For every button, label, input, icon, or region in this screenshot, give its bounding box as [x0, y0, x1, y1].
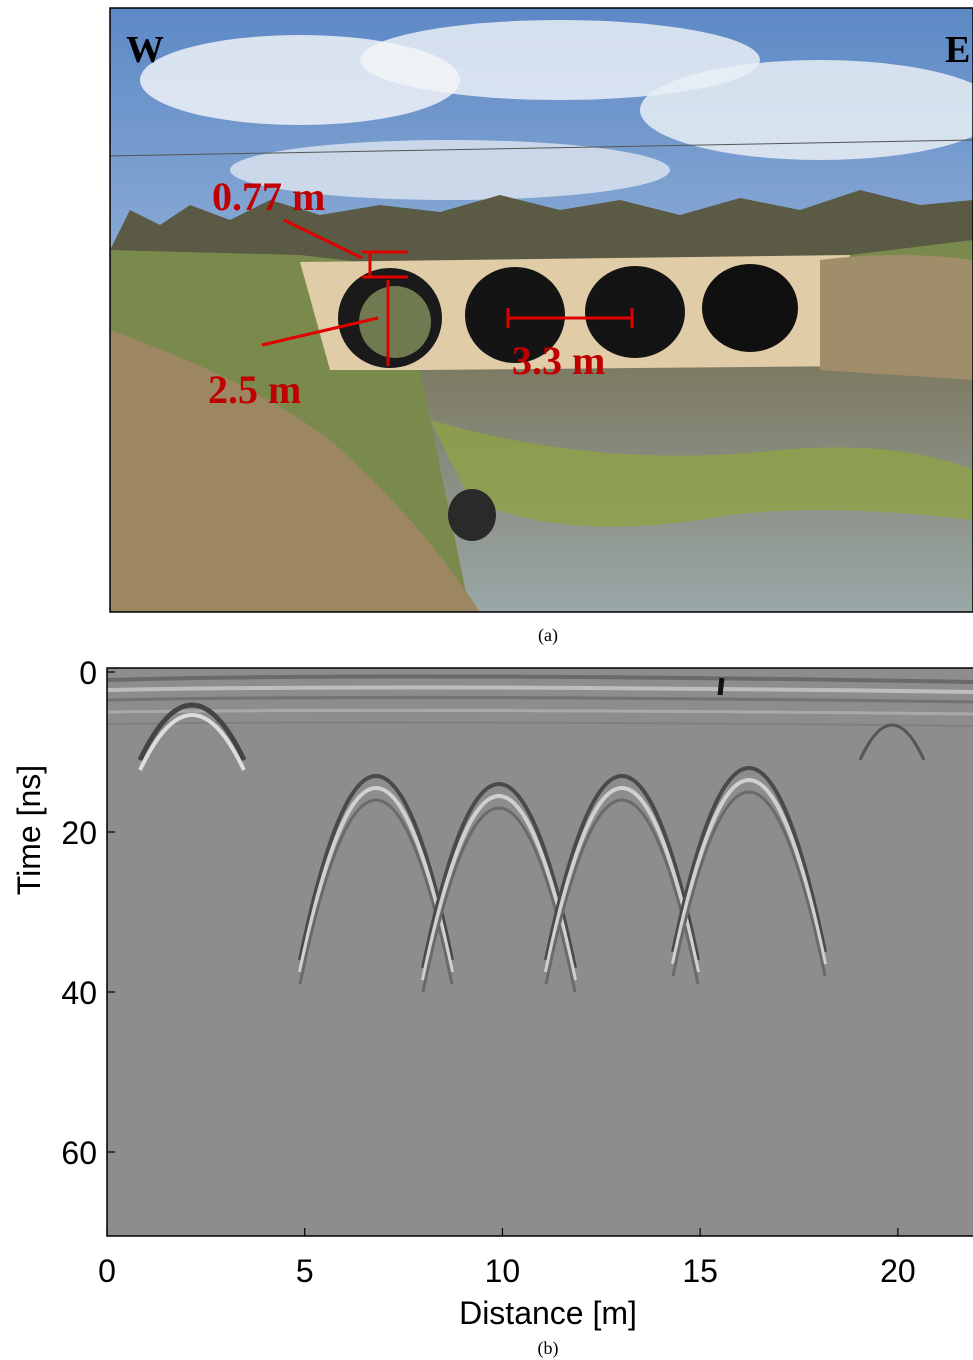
- direction-label: W: [126, 29, 164, 71]
- page: W E 0.77 m 2.5 m 3.3 m (a) Distance [m] …: [0, 0, 973, 1360]
- caption: (b): [538, 1338, 559, 1359]
- y-tick-label: 40: [61, 975, 97, 1011]
- dimension-label: 2.5 m: [208, 367, 301, 412]
- y-axis-label: Time [ns]: [11, 765, 47, 895]
- radargram: [107, 668, 973, 1236]
- x-tick-label: 15: [682, 1253, 718, 1289]
- figure: W E 0.77 m 2.5 m 3.3 m (a) Distance [m] …: [0, 0, 973, 1360]
- y-tick-label: 0: [79, 655, 97, 691]
- dimension-label: 3.3 m: [512, 338, 605, 383]
- x-axis-label: Distance [m]: [459, 1295, 637, 1331]
- x-tick-label: 10: [485, 1253, 521, 1289]
- photo: [110, 8, 973, 612]
- dimension-label: 0.77 m: [212, 174, 325, 219]
- y-tick-label: 20: [61, 815, 97, 851]
- direction-label: E: [945, 29, 970, 71]
- y-tick-label: 60: [61, 1135, 97, 1171]
- x-tick-label: 20: [880, 1253, 916, 1289]
- caption: (a): [538, 625, 558, 646]
- x-tick-label: 5: [296, 1253, 314, 1289]
- x-tick-label: 0: [98, 1253, 116, 1289]
